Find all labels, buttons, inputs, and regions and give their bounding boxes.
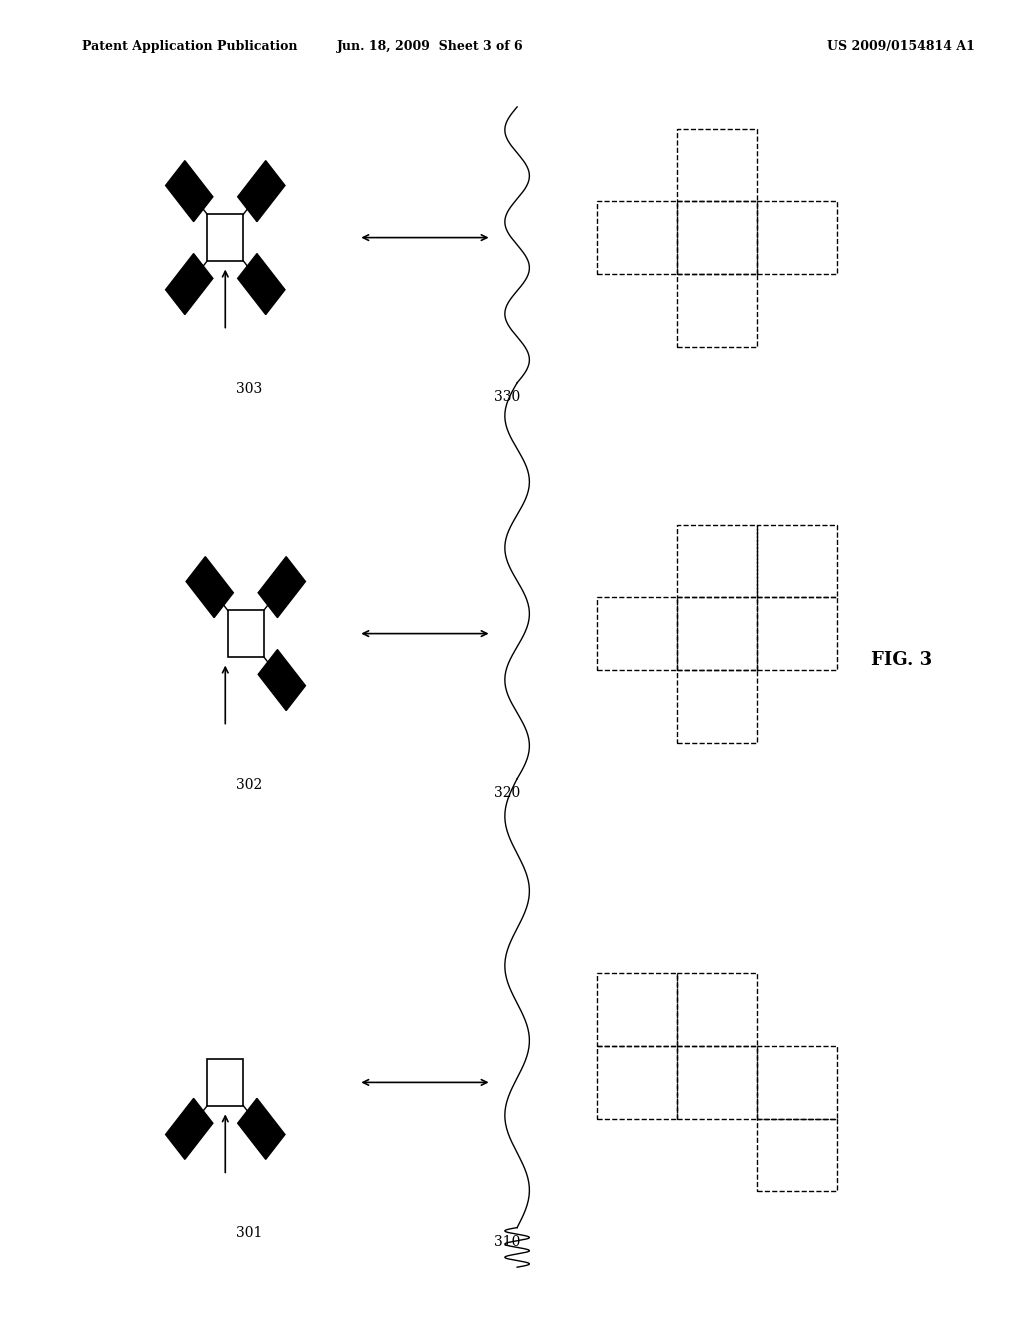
Polygon shape <box>238 253 285 314</box>
Bar <box>677 1045 757 1119</box>
Bar <box>677 275 757 347</box>
Text: US 2009/0154814 A1: US 2009/0154814 A1 <box>827 40 975 53</box>
Bar <box>677 597 757 671</box>
Bar <box>677 525 757 597</box>
Polygon shape <box>166 161 213 222</box>
Bar <box>207 1059 244 1106</box>
Text: 320: 320 <box>494 787 520 800</box>
Polygon shape <box>258 649 305 710</box>
Bar <box>597 597 677 671</box>
Bar <box>757 1045 837 1119</box>
Bar <box>677 974 757 1045</box>
Text: 301: 301 <box>236 1226 262 1241</box>
Text: 302: 302 <box>236 777 262 792</box>
Polygon shape <box>238 1098 285 1159</box>
Polygon shape <box>238 161 285 222</box>
Bar <box>677 201 757 275</box>
Polygon shape <box>258 557 305 618</box>
Bar <box>757 201 837 275</box>
Text: 310: 310 <box>494 1236 520 1249</box>
Text: FIG. 3: FIG. 3 <box>870 651 932 669</box>
Bar <box>757 1119 837 1191</box>
Bar <box>757 525 837 597</box>
Polygon shape <box>166 253 213 314</box>
Text: Jun. 18, 2009  Sheet 3 of 6: Jun. 18, 2009 Sheet 3 of 6 <box>337 40 523 53</box>
Bar <box>597 201 677 275</box>
Text: Patent Application Publication: Patent Application Publication <box>82 40 297 53</box>
Polygon shape <box>166 1098 213 1159</box>
Text: 303: 303 <box>236 381 262 396</box>
Bar <box>207 214 244 261</box>
Bar <box>677 671 757 742</box>
Bar <box>597 1045 677 1119</box>
Bar <box>757 597 837 671</box>
Text: 330: 330 <box>494 391 520 404</box>
Polygon shape <box>186 557 233 618</box>
Bar <box>597 974 677 1045</box>
Bar <box>227 610 264 657</box>
Bar <box>677 129 757 202</box>
